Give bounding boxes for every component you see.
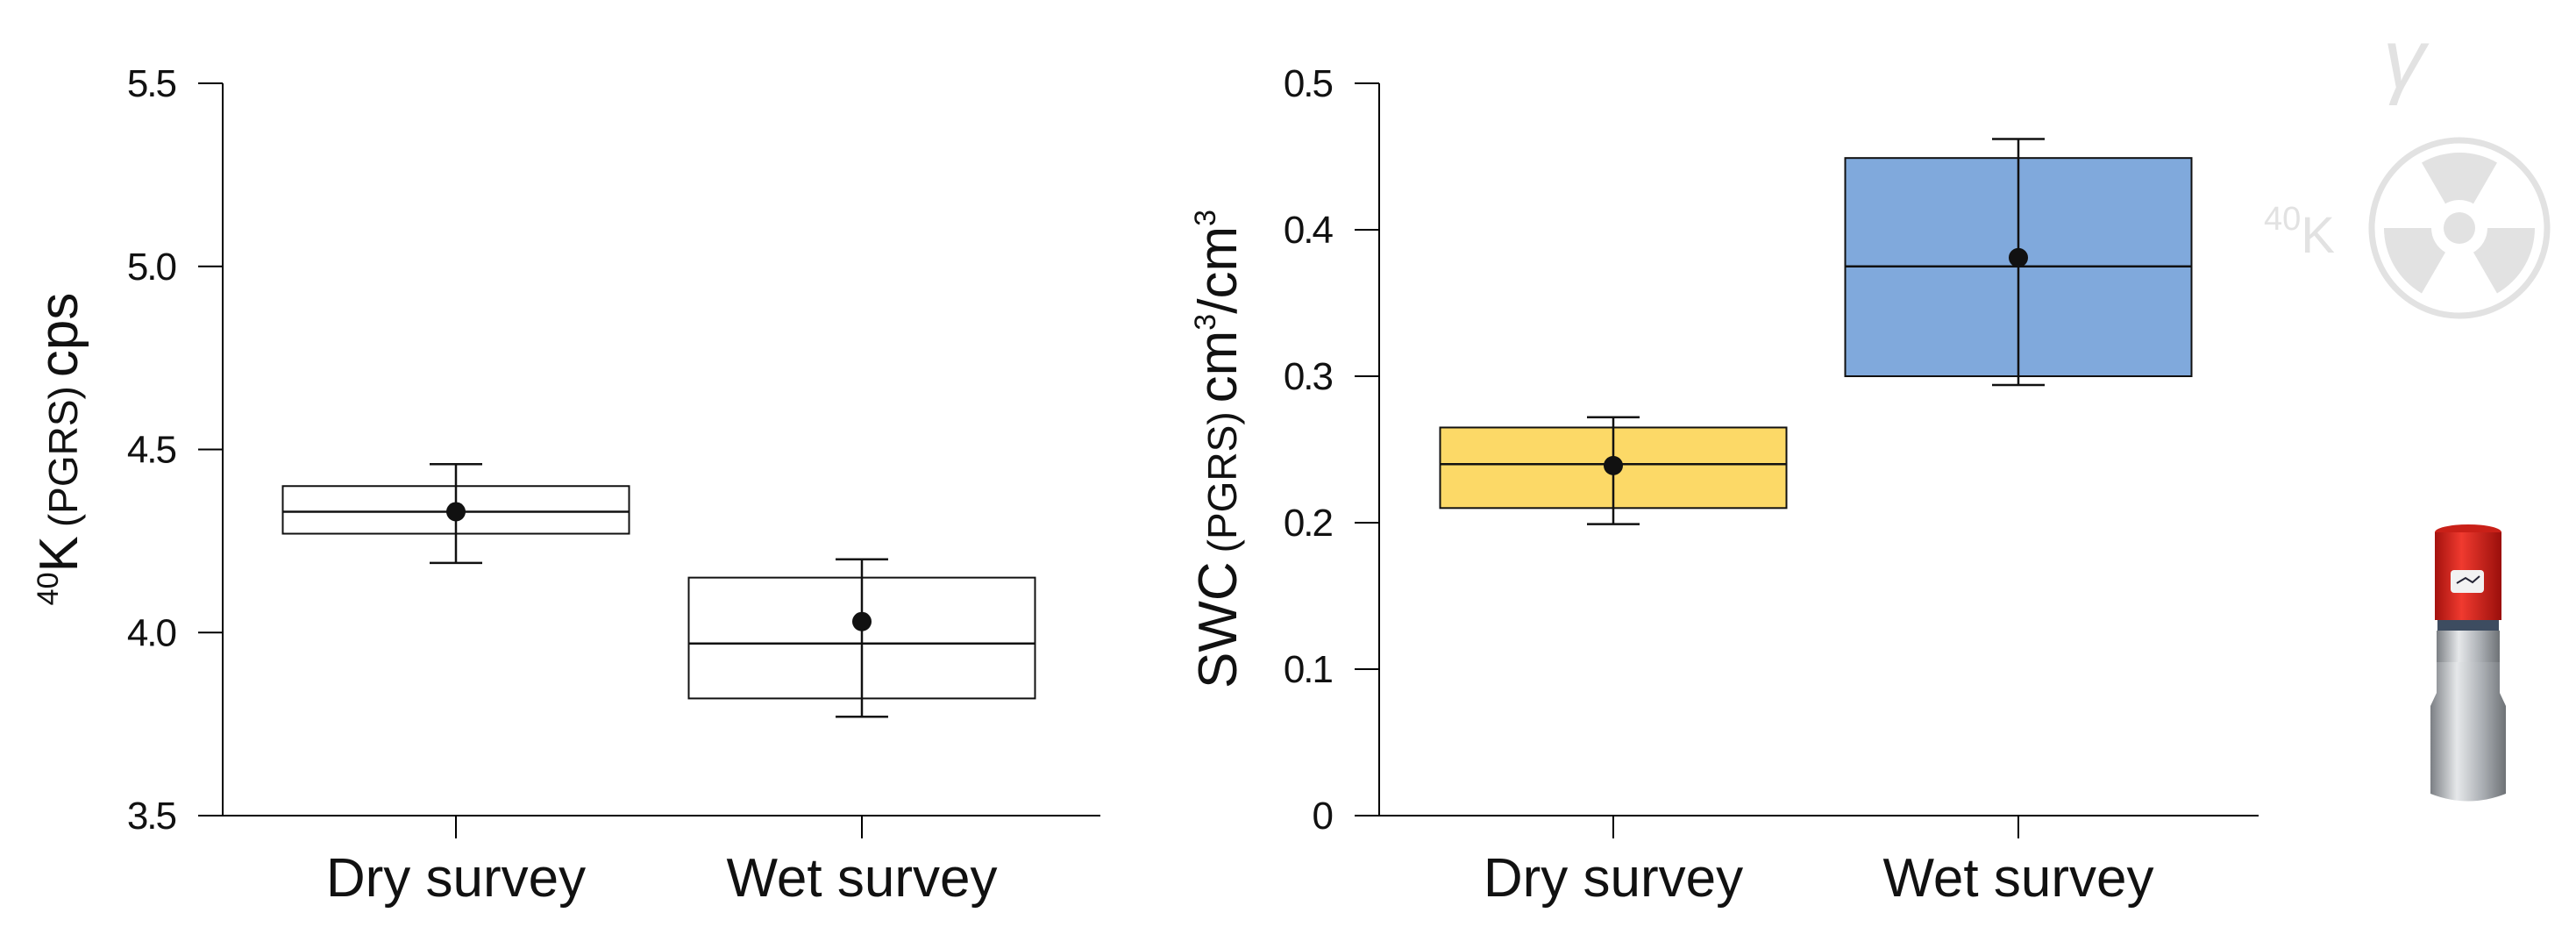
isotope-label: 40K: [2264, 201, 2335, 264]
y-axis-title-sup: 40: [32, 573, 65, 606]
y-axis-title-method: (PGRS): [1199, 411, 1245, 553]
sensor-body: [2430, 662, 2506, 802]
x-category-label: Dry survey: [326, 848, 586, 909]
y-axis-title-unit: cps: [29, 293, 89, 377]
y-tick-label: 0.3: [1284, 355, 1333, 398]
y-tick-label: 0: [1313, 795, 1333, 838]
trefoil-blade: [2422, 153, 2497, 204]
trefoil-ring: [2368, 137, 2551, 319]
y-axis-title-sup: 3: [1189, 314, 1222, 331]
sensor-neck: [2437, 631, 2500, 662]
y-ticks: 0 0.1 0.2 0.3 0.4 0.5: [1284, 62, 1379, 838]
sensor-label: [2451, 570, 2484, 593]
y-axis-title-unit: cm: [1188, 331, 1249, 403]
y-tick-label: 4.5: [127, 429, 176, 472]
y-tick-label: 3.5: [127, 795, 176, 838]
box-plots: [281, 462, 1036, 838]
y-axis-title-method: (PGRS): [40, 386, 86, 527]
y-axis-title: 40K (PGRS) cps: [29, 293, 89, 606]
trefoil-center: [2444, 212, 2475, 244]
y-tick-label: 5.0: [127, 246, 176, 289]
y-ticks: 3.5 4.0 4.5 5.0 5.5: [127, 62, 223, 838]
trefoil-blade: [2384, 228, 2445, 294]
y-axis-title-main: SWC: [1188, 561, 1249, 688]
sensor-logo: [2456, 575, 2480, 584]
sensor-ring: [2437, 620, 2499, 631]
mean-point: [1604, 455, 1623, 475]
y-tick-label: 0.2: [1284, 502, 1333, 545]
k40-chart: 3.5 4.0 4.5 5.0 5.5 Dry survey Wet survey 40…: [29, 62, 1100, 909]
swc-chart: 0 0.1 0.2 0.3 0.4 0.5 Dry survey Wet survey S…: [1188, 62, 2259, 909]
radiation-trefoil-icon: [2368, 137, 2551, 319]
box-plots: [1439, 138, 2193, 838]
gamma-sensor-icon: [2430, 524, 2506, 802]
y-axis-title: SWC(PGRS)cm3/cm3: [1188, 210, 1249, 688]
y-tick-label: 0.1: [1284, 648, 1333, 691]
y-tick-label: 4.0: [127, 611, 176, 654]
mean-point: [2009, 247, 2028, 267]
y-tick-label: 5.5: [127, 62, 176, 105]
gamma-symbol: γ: [2383, 12, 2430, 106]
y-axis-title-unit2: /cm: [1188, 226, 1249, 314]
radiation-symbol: γ 40K: [2264, 12, 2551, 319]
trefoil-blade: [2473, 228, 2535, 294]
isotope-sup: 40: [2264, 201, 2301, 238]
isotope-symbol: K: [2301, 207, 2335, 264]
y-axis-title-sup2: 3: [1189, 210, 1222, 226]
mean-point: [446, 502, 466, 522]
mean-point: [852, 611, 872, 631]
y-axis-title-main: K: [29, 536, 89, 572]
x-category-label: Wet survey: [1883, 848, 2154, 909]
x-category-label: Wet survey: [727, 848, 998, 909]
x-category-label: Dry survey: [1484, 848, 1743, 909]
y-tick-label: 0.5: [1284, 62, 1333, 105]
y-tick-label: 0.4: [1284, 209, 1334, 252]
